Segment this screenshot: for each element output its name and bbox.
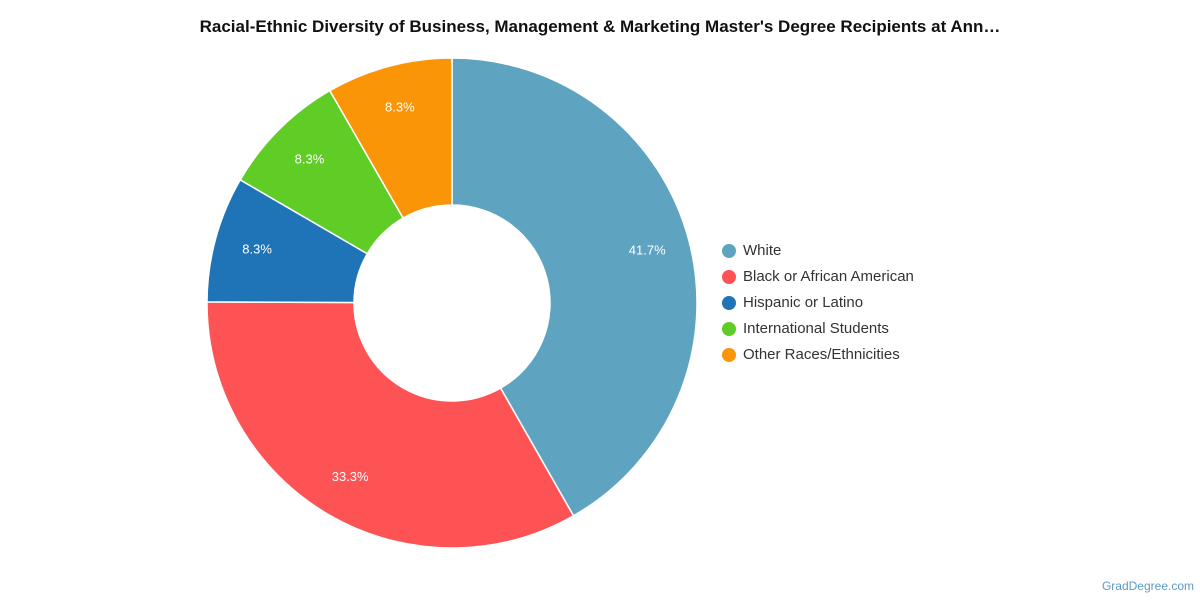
legend-item-other-races-ethnicities[interactable]: Other Races/Ethnicities <box>722 346 900 363</box>
legend-item-white[interactable]: White <box>722 242 781 259</box>
slice-label-other-races-ethnicities: 8.3% <box>385 99 415 114</box>
legend-item-international-students[interactable]: International Students <box>722 320 889 337</box>
legend-label-black-or-african-american: Black or African American <box>743 268 914 285</box>
legend-label-international-students: International Students <box>743 320 889 337</box>
pie-slices <box>206 57 698 549</box>
legend-label-other-races-ethnicities: Other Races/Ethnicities <box>743 346 900 363</box>
slice-white[interactable] <box>451 57 698 517</box>
legend-marker-other-races-ethnicities <box>722 348 736 362</box>
legend-marker-black-or-african-american <box>722 270 736 284</box>
legend-marker-international-students <box>722 322 736 336</box>
chart-title: Racial-Ethnic Diversity of Business, Man… <box>199 17 1001 36</box>
legend-label-hispanic-or-latino: Hispanic or Latino <box>743 294 863 311</box>
slice-label-international-students: 8.3% <box>295 151 325 166</box>
source-credit[interactable]: GradDegree.com <box>1101 579 1194 593</box>
legend-marker-white <box>722 244 736 258</box>
slice-label-white: 41.7% <box>629 243 666 258</box>
slice-black-or-african-american[interactable] <box>206 301 575 549</box>
legend-item-hispanic-or-latino[interactable]: Hispanic or Latino <box>722 294 863 311</box>
slice-other-races-ethnicities[interactable] <box>328 57 453 220</box>
legend: White Black or African American Hispanic o… <box>722 242 914 363</box>
pie-slice-labels: 41.7% 33.3% 8.3% 8.3% 8.3% <box>242 99 666 484</box>
legend-marker-hispanic-or-latino <box>722 296 736 310</box>
legend-label-white: White <box>743 242 781 259</box>
legend-item-black-or-african-american[interactable]: Black or African American <box>722 268 914 285</box>
slice-label-hispanic-or-latino: 8.3% <box>242 241 272 256</box>
slice-label-black-or-african-american: 33.3% <box>332 469 369 484</box>
